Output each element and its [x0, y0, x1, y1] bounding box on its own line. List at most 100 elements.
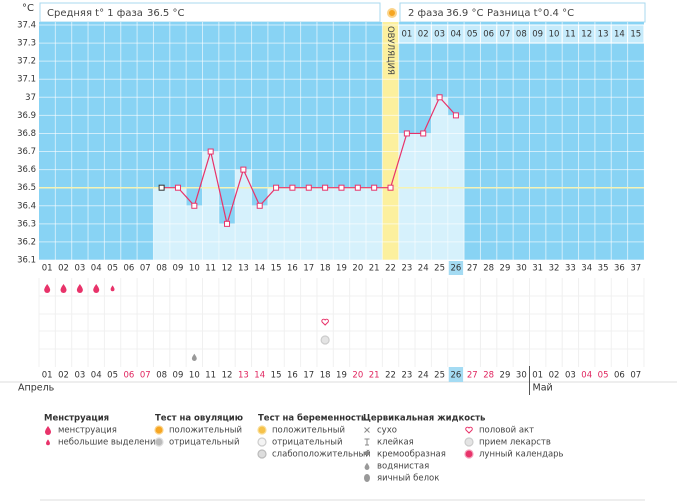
egg	[364, 474, 370, 482]
phase2-day: 02	[418, 30, 429, 40]
selected-date	[448, 367, 464, 382]
x-tick-label: 10	[189, 264, 200, 274]
circle	[464, 449, 474, 459]
month-name: Май	[533, 383, 553, 394]
icon-watery	[191, 353, 197, 361]
date-label: 04	[581, 371, 592, 381]
selected-day	[448, 261, 464, 275]
temp-bar	[398, 133, 416, 260]
legend-label: сухо	[377, 426, 397, 436]
x-tick-label: 11	[205, 264, 216, 274]
icon-intercourse	[465, 426, 473, 434]
x-tick-label: 03	[74, 264, 85, 274]
x-tick-label: 27	[467, 264, 478, 274]
legend-title: Менструация	[44, 414, 109, 424]
circle	[154, 425, 164, 435]
icon-sticky	[364, 438, 370, 446]
x-tick-label: 25	[434, 264, 445, 274]
temp-point	[174, 184, 181, 191]
phase2-day: 08	[516, 30, 527, 40]
x-tick-label: 01	[42, 264, 53, 274]
temp-point	[256, 202, 263, 209]
heart	[321, 318, 329, 326]
x-tick-label: 22	[385, 264, 396, 274]
y-tick-label: 36.4	[17, 201, 36, 211]
phase2-day: 04	[451, 30, 462, 40]
icon-spotting	[110, 285, 115, 292]
x-tick-label: 19	[336, 264, 347, 274]
phase2-day: 01	[401, 30, 412, 40]
icon-ovu-neg	[154, 437, 164, 447]
heart	[465, 426, 473, 434]
x-tick-label: 12	[222, 264, 233, 274]
x-tick-label: 09	[173, 264, 184, 274]
icon-dry	[364, 427, 370, 433]
date-label: 25	[434, 371, 445, 381]
y-unit: °C	[22, 3, 34, 14]
circle	[320, 335, 330, 345]
temp-point	[207, 148, 214, 155]
legend-label: отрицательный	[169, 438, 239, 448]
temp-point	[354, 184, 361, 191]
legend-title: Тест на овуляцию	[155, 414, 243, 424]
x-tick-label: 31	[532, 264, 543, 274]
temp-point	[403, 130, 410, 137]
temp-point	[224, 220, 231, 227]
temp-point	[420, 130, 427, 137]
x-tick-label: 20	[352, 264, 363, 274]
phase2-day: 05	[467, 30, 478, 40]
legend-label: яичный белок	[377, 474, 439, 484]
date-label: 18	[320, 371, 331, 381]
date-label: 19	[336, 371, 347, 381]
y-tick-label: 36.9	[17, 111, 36, 121]
drop	[45, 426, 51, 435]
x-tick-label: 21	[369, 264, 380, 274]
temp-point	[289, 184, 296, 191]
date-label: 05	[598, 371, 609, 381]
phase2-day: 15	[630, 30, 641, 40]
date-label: 27	[467, 371, 478, 381]
date-label: 07	[140, 371, 151, 381]
circle	[154, 437, 164, 447]
legend-label: прием лекарств	[479, 438, 551, 448]
icon-menstruation	[44, 284, 51, 293]
icon-menstruation	[45, 426, 51, 435]
date-label: 06	[124, 371, 135, 381]
temp-bar	[186, 205, 203, 260]
date-label: 21	[369, 371, 380, 381]
y-tick-label: 37	[25, 93, 36, 103]
drop	[46, 439, 50, 446]
x-tick-label: 36	[614, 264, 625, 274]
icon-medication	[320, 335, 330, 345]
date-label: 13	[238, 371, 249, 381]
icon-eggwhite	[364, 474, 370, 482]
date-label: 22	[385, 371, 396, 381]
x-tick-label: 13	[238, 264, 249, 274]
date-label: 15	[271, 371, 282, 381]
x-tick-label: 26	[451, 264, 462, 274]
drop	[60, 284, 67, 293]
icon-preg-weak	[257, 449, 267, 459]
icon-preg-neg	[257, 437, 267, 447]
diff-label: Разница t°	[487, 8, 543, 19]
legend-label: кремообразная	[377, 450, 446, 460]
date-label: 05	[107, 371, 118, 381]
temp-point	[305, 184, 312, 191]
drop	[93, 284, 100, 293]
circle	[257, 437, 267, 447]
date-label: 08	[156, 371, 167, 381]
drop	[364, 462, 370, 470]
date-label: 04	[91, 371, 102, 381]
x-tick-label: 02	[58, 264, 69, 274]
legend-label: менструация	[58, 426, 117, 436]
y-tick-label: 36.3	[17, 219, 36, 229]
date-label: 03	[565, 371, 576, 381]
x-tick-label: 23	[401, 264, 412, 274]
x-tick-label: 17	[303, 264, 314, 274]
x-tick-label: 15	[271, 264, 282, 274]
date-label: 02	[58, 371, 69, 381]
phase2-day: 03	[434, 30, 445, 40]
phase2-day: 06	[483, 30, 494, 40]
date-label: 09	[173, 371, 184, 381]
x-tick-label: 30	[516, 264, 527, 274]
